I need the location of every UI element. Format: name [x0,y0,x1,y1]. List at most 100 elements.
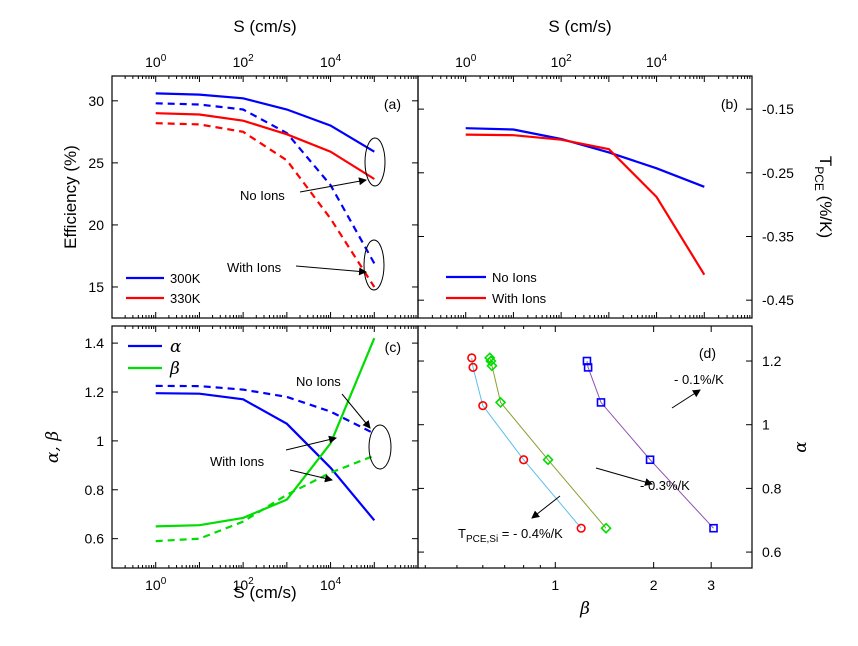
y-tick-label: 15 [88,279,104,295]
data-point-diamond [485,355,497,367]
series-line-330k-dashed [155,122,376,288]
panel-c-frame [111,325,419,569]
y-tick-label: 0.8 [762,480,782,496]
data-point-circle [478,401,488,411]
series-line-330k-solid [155,112,375,180]
y-axis-title-right: TPCE (%/K) [812,156,835,238]
legend-label-with-ions: With Ions [492,291,547,306]
y-tick-label: 30 [88,93,104,109]
data-point-diamond [494,396,507,409]
x-tick-label-top: 102 [551,53,573,70]
x-tick-label-top: 104 [646,53,668,70]
y-tick-label: -0.45 [762,292,794,308]
y-tick-label: -0.15 [762,101,794,117]
y-tick-label: 0.8 [85,482,105,498]
panel-label: (a) [384,96,401,112]
y-tick-label: -0.25 [762,165,794,181]
x-tick-label-top: 100 [145,53,167,70]
data-point-diamond [486,360,498,372]
data-point-square [645,455,655,465]
data-point-square [596,398,606,407]
x-tick-label-top: 104 [320,53,342,70]
data-point-square [709,523,718,533]
data-point-diamond [542,454,554,466]
y-tick-label: 0.6 [762,544,782,560]
legend-label-300k: 300K [170,271,201,286]
x-tick-label: 3 [707,577,715,593]
y-tick-label: 20 [88,217,104,233]
data-point-square [583,363,593,372]
annotation-slope-0-1: - 0.1%/K [674,372,724,387]
x-tick-label-top: 100 [455,53,477,70]
series-line-300k-dashed [155,102,376,264]
annotation-with-ions: With Ions [227,260,282,275]
x-tick-label: 1 [551,577,559,593]
annotation-arrow-with-ions-2 [289,469,333,483]
y-tick-label: 1.2 [85,384,105,400]
annotation-slope-0-4: TPCE,Si = - 0.4%/K [458,526,563,545]
annotation-ellipse-no-ions [364,137,386,187]
y-tick-label: 1.4 [85,335,105,351]
fit-line-circle [471,357,582,529]
x-tick-label: 100 [145,576,167,593]
series-line--dashed [155,384,375,435]
y-tick-label: -0.35 [762,228,794,244]
series-line-withions [465,133,706,276]
annotation-slope-0-3: - 0.3%/K [640,478,690,493]
annotation-arrow-0-4 [531,495,561,519]
x-axis-title: β [579,599,590,619]
data-point-circle [519,455,529,465]
x-tick-label: 2 [650,577,658,593]
panel-d-frame [417,325,753,569]
annotation-no-ions: No Ions [240,188,285,203]
y-axis-title-right: α [791,441,811,453]
fit-line-diamond [489,357,607,529]
annotation-arrow-with-ions-1 [285,435,337,451]
y-tick-label: 25 [88,155,104,171]
panel-label: (b) [721,96,738,112]
y-axis-title: Efficiency (%) [61,145,80,249]
annotation-arrow-0-3 [595,467,653,486]
y-tick-label: 1 [762,417,770,433]
panel-d: 1 2 3 0.6 0.8 1 1.2 β α (d) - 0.1%/K - 0.3%/K TPCE,S… [417,325,811,619]
annotation-with-ions: With Ions [210,454,265,469]
series-line--solid [155,337,376,528]
panel-c: 100 102 104 0.6 0.8 1 1.2 1.4 S (cm/s) α, β (c) αβ N… [43,325,419,602]
panel-label: (c) [385,339,401,355]
panel-b: 100 102 104 -0.15 -0.25 -0.35 -0.45 S (cm/s) TPC… [417,17,835,319]
y-tick-label: 1.2 [762,353,782,369]
annotation-arrow-no-ions [299,177,367,193]
series-line-noions [465,127,705,188]
panel-b-frame [417,75,753,319]
data-point-circle [468,362,478,372]
legend-label-alpha: α [170,337,182,357]
panel-a: 100 102 104 15 20 25 30 S (cm/s) Efficiency (%) (… [61,17,419,319]
x-tick-label: 102 [233,576,255,593]
x-axis-title-top: S (cm/s) [233,17,296,36]
annotation-arrow-no-ions [341,393,371,429]
series-line--solid [155,392,376,522]
data-point-circle [467,353,477,363]
x-axis-title-top: S (cm/s) [548,17,611,36]
x-tick-label: 104 [320,576,342,593]
x-axis-title: S (cm/s) [233,583,296,602]
legend-label-330k: 330K [170,291,201,306]
y-tick-label: 1 [96,433,104,449]
annotation-no-ions: No Ions [296,374,341,389]
series-line--dashed [155,454,375,543]
data-point-diamond [600,522,612,534]
annotation-arrow-0-1 [671,389,701,409]
panel-label: (d) [699,345,716,361]
series-line-300k-solid [155,92,375,153]
annotation-ellipse [368,424,392,470]
legend-label-no-ions: No Ions [492,270,537,285]
data-point-diamond [484,352,496,364]
annotation-arrow-with-ions [295,265,367,276]
y-axis-title: α, β [43,431,63,463]
annotation-ellipse-with-ions [363,239,385,291]
y-tick-label: 0.6 [85,531,105,547]
x-tick-label-top: 102 [233,53,255,70]
legend-label-beta: β [169,359,180,379]
data-point-circle [576,523,586,533]
